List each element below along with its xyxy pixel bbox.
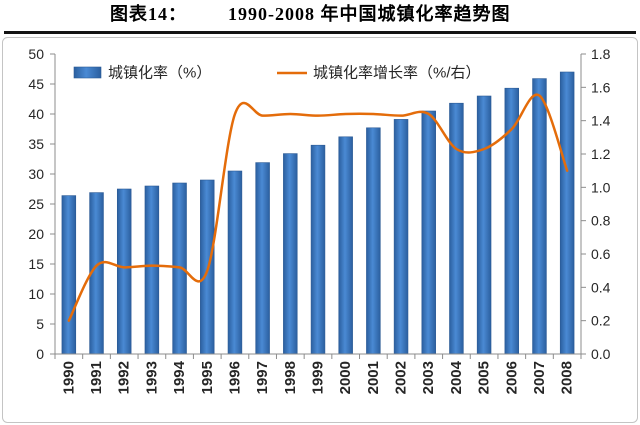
x-tick-label: 1991 xyxy=(88,361,105,394)
y-left-tick-label: 0 xyxy=(36,346,44,362)
bar-1990 xyxy=(61,195,77,355)
y-left-tick-label: 15 xyxy=(28,256,44,272)
bar-1998 xyxy=(283,153,298,355)
bar-series xyxy=(61,71,575,355)
x-tick-label: 2001 xyxy=(365,361,382,394)
x-tick-label: 2007 xyxy=(531,361,548,394)
bar-2007 xyxy=(532,78,547,355)
y-right-tick-label: 0.4 xyxy=(591,279,611,295)
x-tick-label: 1994 xyxy=(171,360,188,394)
x-tick-label: 2005 xyxy=(476,361,493,394)
bar-2002 xyxy=(393,119,409,355)
figure-label: 图表14： xyxy=(110,4,187,24)
bar-1993 xyxy=(144,185,160,355)
y-right-tick-label: 1.0 xyxy=(591,179,611,195)
legend-swatch-bar xyxy=(73,66,102,79)
bar-1992 xyxy=(116,188,132,355)
x-tick-label: 1992 xyxy=(116,361,133,394)
x-tick-label: 2004 xyxy=(448,360,465,394)
y-left-tick-label: 40 xyxy=(28,106,44,122)
title-rule xyxy=(4,31,636,34)
x-tick-label: 1996 xyxy=(226,361,243,394)
y-left-tick-label: 25 xyxy=(28,196,44,212)
y-left-tick-label: 20 xyxy=(28,226,44,242)
axes: 0 5 10 15 20 25 30 35 40 45 50 0.0 0.2 0.4 0.6 0.8 1.0 1.… xyxy=(28,46,610,394)
y-left-tick-label: 50 xyxy=(28,46,44,62)
y-left-tick-label: 45 xyxy=(28,76,44,92)
bar-2008 xyxy=(559,71,575,355)
bar-1997 xyxy=(255,162,270,355)
x-tick-label: 2006 xyxy=(503,361,520,394)
y-left-tick-label: 5 xyxy=(36,316,44,332)
x-tick-label: 1997 xyxy=(254,361,271,394)
bar-2001 xyxy=(366,127,381,355)
y-right-tick-label: 1.4 xyxy=(591,113,611,129)
y-left-tick-label: 10 xyxy=(28,286,44,302)
chart-border xyxy=(2,37,638,423)
y-right-tick-label: 1.2 xyxy=(591,146,611,162)
x-tick-label: 2002 xyxy=(393,361,410,394)
y-right-tick-label: 0.2 xyxy=(591,313,611,329)
y-right-tick-label: 0.8 xyxy=(591,213,611,229)
x-tick-label: 1993 xyxy=(143,361,160,394)
figure-title: 图表14： 1990-2008 年中国城镇化率趋势图 xyxy=(0,0,640,29)
x-tick-label: 1999 xyxy=(310,361,327,394)
bar-1996 xyxy=(227,170,243,355)
legend-label-line: 城镇化率增长率（%/右） xyxy=(313,65,481,82)
y-right-tick-label: 1.6 xyxy=(591,79,611,95)
bar-2000 xyxy=(338,136,353,355)
x-tick-label: 2000 xyxy=(337,361,354,394)
y-right-tick-label: 1.8 xyxy=(591,46,611,62)
y-left-tick-label: 30 xyxy=(28,166,44,182)
x-tick-label: 2008 xyxy=(559,361,576,394)
x-tick-label: 2003 xyxy=(420,361,437,394)
growth-rate-line xyxy=(67,93,569,322)
x-tick-label: 1998 xyxy=(282,361,299,394)
bar-2005 xyxy=(476,95,492,355)
y-right-tick-label: 0.0 xyxy=(591,346,611,362)
chart-title: 1990-2008 年中国城镇化率趋势图 xyxy=(228,4,511,24)
legend: 城镇化率（%） 城镇化率增长率（%/右） xyxy=(73,65,481,82)
x-tick-label: 1990 xyxy=(60,361,77,394)
bar-2003 xyxy=(421,110,436,355)
y-right-tick-label: 0.6 xyxy=(591,246,611,262)
legend-label-bar: 城镇化率（%） xyxy=(108,65,211,82)
bar-2004 xyxy=(449,102,464,355)
bar-1999 xyxy=(310,144,326,355)
x-tick-label: 1995 xyxy=(199,361,216,394)
y-left-tick-label: 35 xyxy=(28,136,44,152)
